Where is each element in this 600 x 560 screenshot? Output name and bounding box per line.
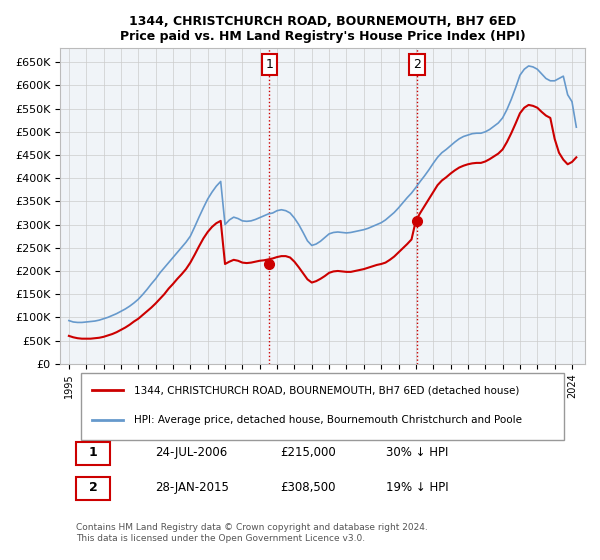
FancyBboxPatch shape <box>76 477 110 500</box>
Text: 24-JUL-2006: 24-JUL-2006 <box>155 446 227 459</box>
Title: 1344, CHRISTCHURCH ROAD, BOURNEMOUTH, BH7 6ED
Price paid vs. HM Land Registry's : 1344, CHRISTCHURCH ROAD, BOURNEMOUTH, BH… <box>120 15 526 43</box>
FancyBboxPatch shape <box>76 442 110 465</box>
Text: 19% ↓ HPI: 19% ↓ HPI <box>386 482 448 494</box>
Text: 30% ↓ HPI: 30% ↓ HPI <box>386 446 448 459</box>
Text: £308,500: £308,500 <box>281 482 336 494</box>
Text: Contains HM Land Registry data © Crown copyright and database right 2024.
This d: Contains HM Land Registry data © Crown c… <box>76 524 428 543</box>
Text: 28-JAN-2015: 28-JAN-2015 <box>155 482 229 494</box>
FancyBboxPatch shape <box>81 372 564 440</box>
Text: £215,000: £215,000 <box>281 446 337 459</box>
Text: 1: 1 <box>89 446 98 459</box>
Text: 2: 2 <box>89 482 98 494</box>
Text: HPI: Average price, detached house, Bournemouth Christchurch and Poole: HPI: Average price, detached house, Bour… <box>134 416 521 426</box>
Text: 2: 2 <box>413 58 421 71</box>
Text: 1344, CHRISTCHURCH ROAD, BOURNEMOUTH, BH7 6ED (detached house): 1344, CHRISTCHURCH ROAD, BOURNEMOUTH, BH… <box>134 385 519 395</box>
Text: 1: 1 <box>266 58 274 71</box>
